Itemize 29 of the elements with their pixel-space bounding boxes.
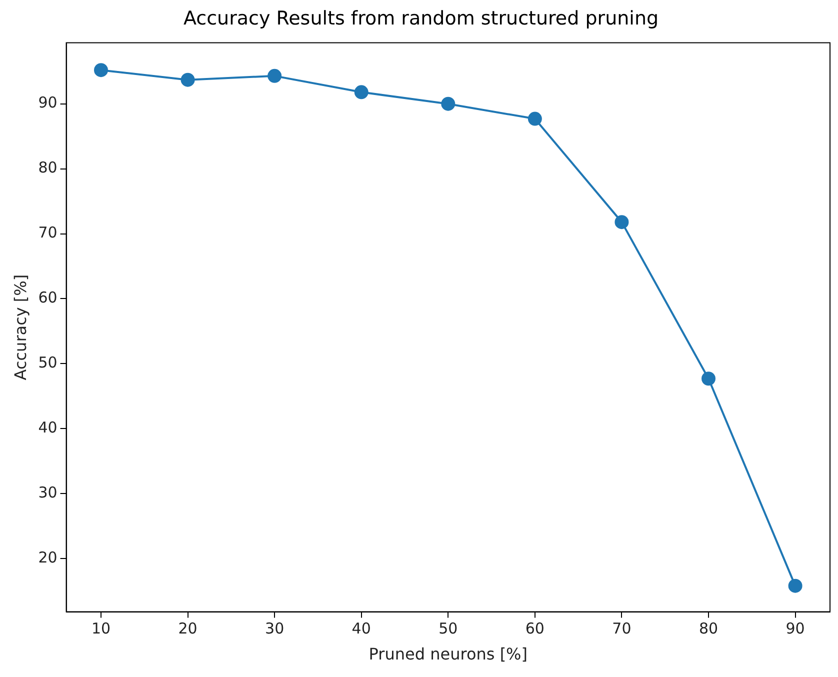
x-axis-title: Pruned neurons [%] [368, 644, 528, 664]
point [354, 85, 368, 100]
point [702, 372, 716, 386]
y-tick-label: 20 [38, 548, 58, 566]
point [614, 215, 629, 230]
y-tick-label: 30 [38, 483, 58, 502]
x-tick-label: 60 [525, 620, 544, 638]
point [441, 96, 456, 111]
y-tick-label: 90 [38, 94, 58, 112]
x-tick-label: 20 [178, 620, 198, 638]
x-tick-label: 30 [265, 620, 284, 638]
y-axis-title: Accuracy [%] [10, 274, 30, 380]
point [528, 112, 542, 126]
y-tick-label: 50 [38, 354, 58, 372]
x-tick-label: 90 [786, 620, 805, 638]
point [268, 68, 282, 83]
point [788, 578, 802, 593]
y-tick-label: 60 [38, 288, 58, 307]
chart-title: Accuracy Results from random structured pruning [183, 7, 659, 30]
point [94, 63, 108, 78]
y-tick-label: 80 [38, 158, 58, 177]
point [180, 72, 195, 87]
x-tick-label: 70 [612, 620, 632, 638]
y-tick-label: 70 [38, 224, 58, 242]
x-tick-label: 40 [352, 620, 371, 638]
x-tick-label: 10 [91, 620, 111, 638]
y-tick-label: 40 [38, 418, 58, 437]
x-tick-label: 80 [698, 620, 718, 638]
x-tick-label: 50 [438, 620, 458, 638]
